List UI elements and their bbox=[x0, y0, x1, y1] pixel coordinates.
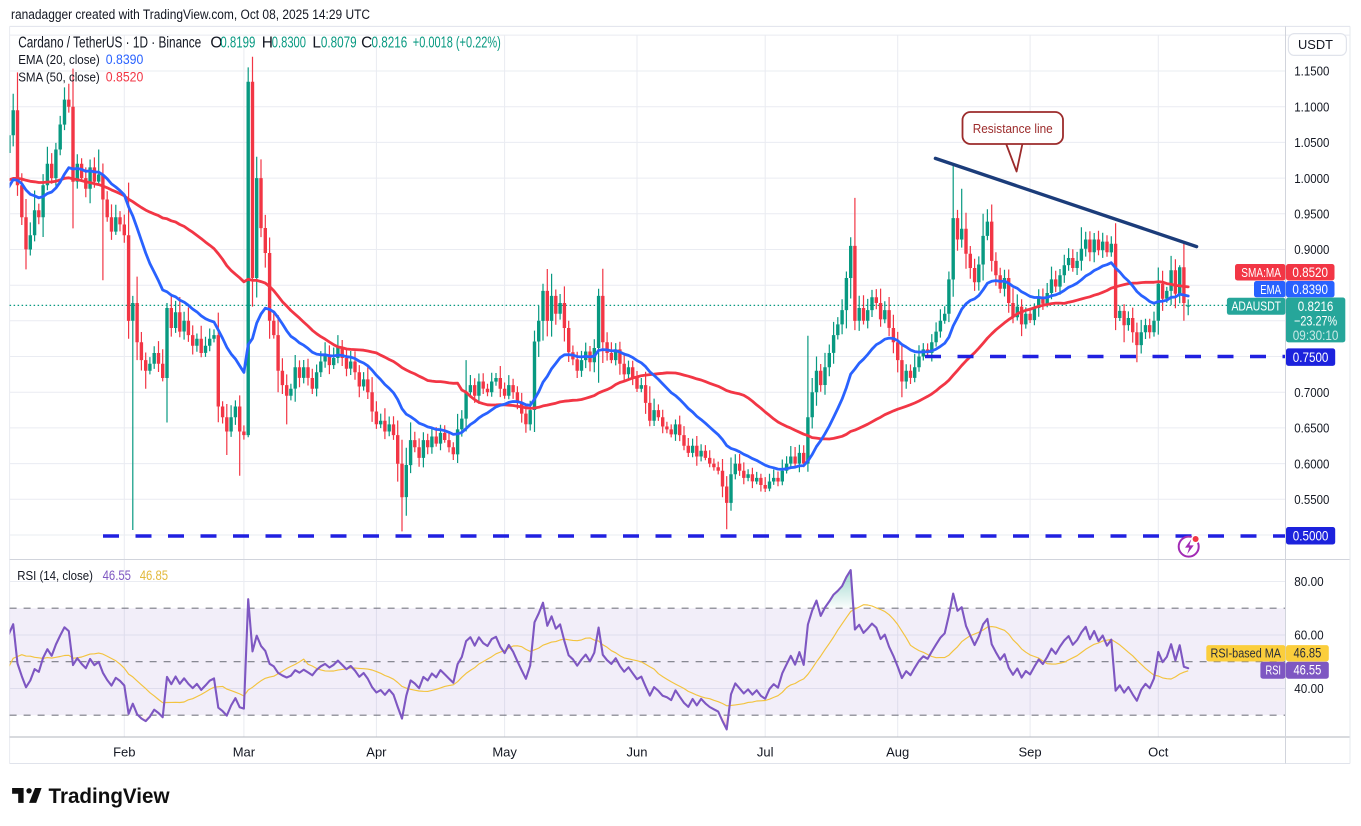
svg-text:+0.0018 (+0.22%): +0.0018 (+0.22%) bbox=[413, 35, 501, 52]
svg-text:46.85: 46.85 bbox=[1293, 646, 1321, 661]
svg-text:60.00: 60.00 bbox=[1294, 628, 1323, 643]
svg-text:0.8390: 0.8390 bbox=[106, 52, 144, 67]
svg-text:0.8216: 0.8216 bbox=[1298, 299, 1334, 314]
svg-text:Sep: Sep bbox=[1019, 745, 1042, 760]
svg-text:40.00: 40.00 bbox=[1294, 681, 1323, 696]
svg-text:1.0500: 1.0500 bbox=[1294, 135, 1329, 150]
svg-text:SMA:MA: SMA:MA bbox=[1241, 266, 1281, 280]
svg-text:0.6500: 0.6500 bbox=[1294, 421, 1329, 436]
svg-text:0.7500: 0.7500 bbox=[1293, 350, 1329, 365]
svg-text:Aug: Aug bbox=[886, 745, 909, 760]
svg-text:−23.27%: −23.27% bbox=[1294, 314, 1337, 329]
svg-text:TradingView: TradingView bbox=[49, 784, 170, 808]
svg-text:SMA (50, close): SMA (50, close) bbox=[18, 69, 100, 84]
svg-text:ranadagger created with Tradin: ranadagger created with TradingView.com,… bbox=[11, 7, 370, 22]
svg-text:0.7000: 0.7000 bbox=[1294, 385, 1329, 400]
svg-text:Cardano / TetherUS · 1D · Bina: Cardano / TetherUS · 1D · Binance bbox=[18, 35, 201, 52]
svg-text:1.0000: 1.0000 bbox=[1294, 171, 1329, 186]
svg-text:ADAUSDT: ADAUSDT bbox=[1232, 300, 1282, 314]
svg-text:0.8520: 0.8520 bbox=[106, 69, 144, 84]
svg-text:0.5000: 0.5000 bbox=[1293, 528, 1329, 543]
svg-text:RSI (14, close): RSI (14, close) bbox=[17, 568, 93, 583]
svg-text:RSI-based MA: RSI-based MA bbox=[1211, 647, 1282, 661]
svg-text:USDT: USDT bbox=[1298, 37, 1333, 52]
svg-text:0.8079: 0.8079 bbox=[321, 35, 357, 52]
svg-text:C: C bbox=[361, 35, 372, 52]
svg-text:0.6000: 0.6000 bbox=[1294, 456, 1329, 471]
svg-text:09:30:10: 09:30:10 bbox=[1293, 328, 1339, 343]
svg-text:Jul: Jul bbox=[757, 745, 774, 760]
svg-text:Feb: Feb bbox=[113, 745, 135, 760]
svg-text:Jun: Jun bbox=[627, 745, 648, 760]
svg-text:May: May bbox=[492, 745, 517, 760]
svg-text:46.55: 46.55 bbox=[103, 568, 131, 583]
svg-text:Resistance line: Resistance line bbox=[973, 121, 1053, 136]
svg-text:O: O bbox=[210, 35, 222, 52]
svg-text:0.8300: 0.8300 bbox=[272, 35, 306, 52]
svg-text:0.5500: 0.5500 bbox=[1294, 492, 1329, 507]
svg-text:0.9500: 0.9500 bbox=[1294, 207, 1329, 222]
svg-text:EMA: EMA bbox=[1260, 283, 1281, 297]
svg-text:EMA (20, close): EMA (20, close) bbox=[18, 52, 100, 67]
svg-text:0.9000: 0.9000 bbox=[1294, 242, 1329, 257]
svg-text:80.00: 80.00 bbox=[1294, 574, 1323, 589]
svg-text:46.55: 46.55 bbox=[1293, 663, 1321, 678]
svg-text:1.1000: 1.1000 bbox=[1294, 99, 1329, 114]
svg-text:L: L bbox=[312, 35, 321, 52]
svg-text:Mar: Mar bbox=[233, 745, 256, 760]
svg-text:0.8199: 0.8199 bbox=[220, 35, 255, 52]
svg-text:RSI: RSI bbox=[1266, 664, 1282, 678]
svg-text:0.8520: 0.8520 bbox=[1292, 265, 1328, 280]
svg-text:0.8390: 0.8390 bbox=[1292, 282, 1328, 297]
svg-text:46.85: 46.85 bbox=[140, 568, 168, 583]
svg-text:0.8216: 0.8216 bbox=[372, 35, 408, 52]
svg-text:Oct: Oct bbox=[1148, 745, 1169, 760]
svg-text:H: H bbox=[262, 35, 273, 52]
svg-text:Apr: Apr bbox=[366, 745, 387, 760]
svg-text:1.1500: 1.1500 bbox=[1294, 64, 1329, 79]
